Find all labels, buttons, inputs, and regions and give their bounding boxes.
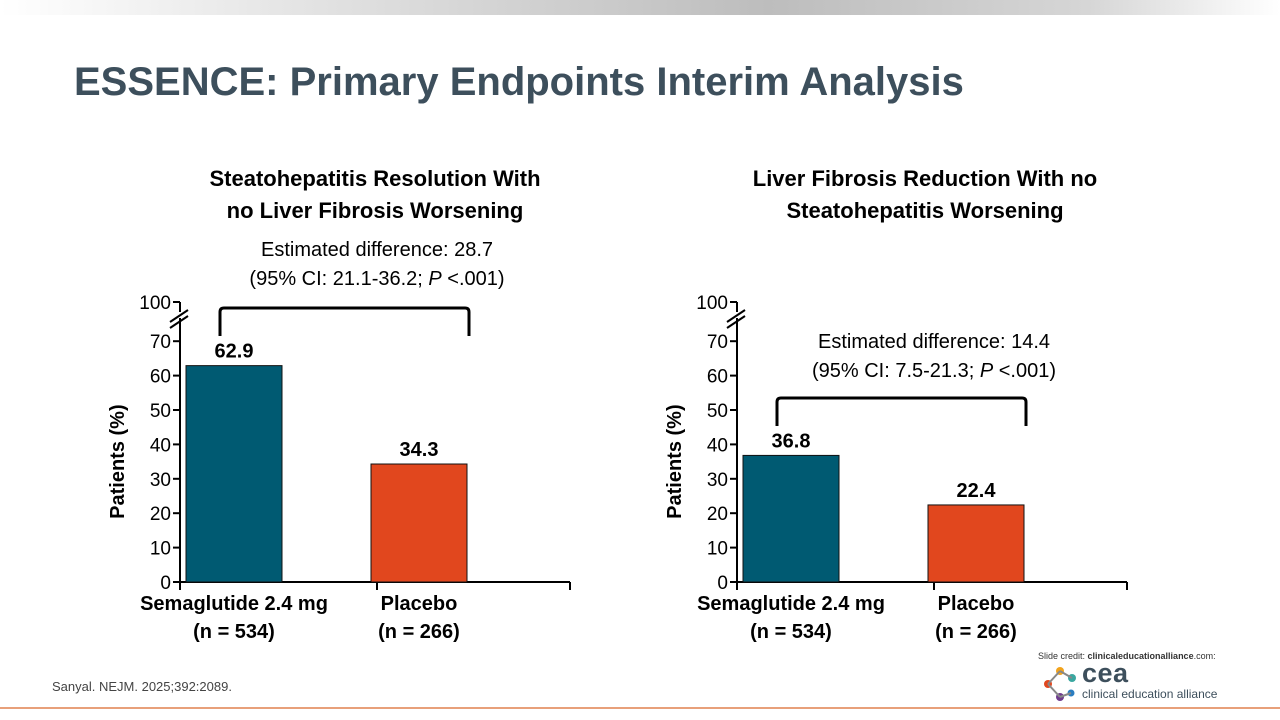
y-axis-label: Patients (%)	[664, 404, 686, 518]
chart-1-plot: 0 10 20 30 40 50 60 70 100 Patients (%) 62.9 Semagl…	[107, 293, 571, 643]
category-label: Semaglutide 2.4 mg	[697, 593, 885, 615]
axis-break-mark-1	[726, 309, 746, 323]
axis-break-mark-1	[169, 309, 189, 323]
chart-2-plot: 0 10 20 30 40 50 60 70 100 Patients (%) 36.8 Semagl…	[664, 293, 1128, 643]
y-tick-label-60: 60	[707, 367, 728, 388]
chart-1-title: Steatohepatitis Resolution With no Liver…	[165, 163, 585, 227]
category-n-label: (n = 534)	[193, 621, 275, 643]
chart-2-title-line-1: Liver Fibrosis Reduction With no	[752, 166, 1098, 191]
y-tick-label-60: 60	[150, 367, 171, 388]
y-tick-label-50: 50	[150, 401, 171, 422]
bar-semaglutide	[185, 365, 283, 583]
y-tick-label-100: 100	[139, 293, 171, 314]
category-n-label: (n = 266)	[378, 621, 460, 643]
y-tick-label-0: 0	[160, 573, 171, 594]
y-tick-label-10: 10	[707, 539, 728, 560]
slide-title: ESSENCE: Primary Endpoints Interim Analy…	[74, 60, 964, 104]
significance-bracket	[775, 396, 1028, 426]
cea-logo-subtitle: clinical education alliance	[1082, 687, 1218, 701]
slide-credit-prefix: Slide credit:	[1038, 651, 1088, 661]
bar-value-label: 36.8	[772, 430, 811, 452]
category-n-label: (n = 534)	[750, 621, 832, 643]
chart-1-annotation-line-1: Estimated difference: 28.7	[261, 239, 493, 261]
y-tick-label-30: 30	[150, 470, 171, 491]
slide-credit: Slide credit: clinicaleducationalliance.…	[1038, 651, 1216, 661]
y-axis-label: Patients (%)	[107, 404, 129, 518]
bar-semaglutide	[742, 454, 840, 583]
p-value-symbol: P	[428, 268, 442, 290]
chart-1-annotation: Estimated difference: 28.7 (95% CI: 21.1…	[197, 236, 557, 294]
cea-logo: cea clinical education alliance	[1040, 658, 1240, 704]
y-tick-label-20: 20	[707, 504, 728, 525]
chart-1-title-line-1: Steatohepatitis Resolution With	[209, 166, 541, 191]
chart-2-annotation-line-2: (95% CI: 7.5-21.3; P <.001)	[811, 360, 1057, 382]
axis-break-mark-2	[169, 315, 189, 329]
chart-2-annotation-line-1: Estimated difference: 14.4	[818, 331, 1050, 353]
significance-bracket	[218, 306, 471, 336]
top-gradient-bar	[0, 0, 1280, 15]
cea-logo-text: cea	[1082, 658, 1129, 688]
y-tick-label-30: 30	[707, 470, 728, 491]
bar-placebo	[370, 463, 468, 583]
p-value-symbol: P	[979, 360, 994, 382]
axis-break-mark-2	[726, 315, 746, 329]
slide-credit-suffix: .com:	[1193, 651, 1216, 661]
category-n-label: (n = 266)	[935, 621, 1017, 643]
chart-2-annotation: Estimated difference: 14.4 (95% CI: 7.5-…	[754, 328, 1114, 386]
y-tick-label-70: 70	[707, 332, 728, 353]
bar-placebo	[927, 504, 1025, 583]
category-label: Placebo	[381, 593, 458, 615]
bar-value-label: 62.9	[215, 341, 254, 363]
cea-logo-icon	[1044, 667, 1076, 701]
y-tick-label-100: 100	[696, 293, 728, 314]
category-label: Semaglutide 2.4 mg	[140, 593, 328, 615]
y-tick-label-40: 40	[707, 435, 728, 456]
bottom-accent-line	[0, 707, 1280, 709]
y-tick-label-20: 20	[150, 504, 171, 525]
chart-2-title: Liver Fibrosis Reduction With no Steatoh…	[715, 163, 1135, 227]
y-tick-label-50: 50	[707, 401, 728, 422]
y-tick-label-70: 70	[150, 332, 171, 353]
y-tick-label-10: 10	[150, 539, 171, 560]
chart-1-annotation-line-2: (95% CI: 21.1-36.2; P <.001)	[249, 268, 505, 290]
bar-value-label: 22.4	[957, 480, 997, 502]
slide-credit-site: clinicaleducationalliance	[1087, 651, 1194, 661]
source-citation: Sanyal. NEJM. 2025;392:2089.	[52, 679, 232, 694]
category-label: Placebo	[938, 593, 1015, 615]
chart-1-title-line-2: no Liver Fibrosis Worsening	[226, 198, 524, 223]
bar-value-label: 34.3	[400, 439, 439, 461]
chart-2-title-line-2: Steatohepatitis Worsening	[786, 198, 1064, 223]
y-tick-label-0: 0	[717, 573, 728, 594]
y-tick-label-40: 40	[150, 435, 171, 456]
